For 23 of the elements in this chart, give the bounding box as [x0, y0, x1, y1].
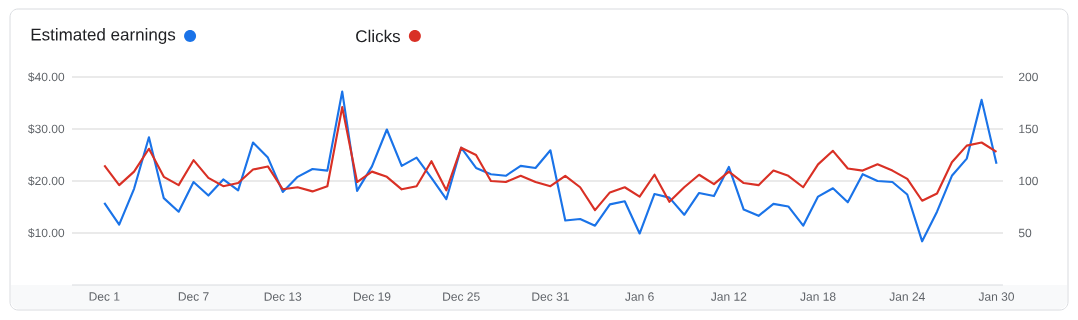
x-tick-label: Dec 13	[264, 292, 302, 301]
x-tick-label: Dec 19	[353, 292, 391, 301]
y2-tick-label: 150	[1019, 124, 1038, 134]
y2-tick-label: 100	[1019, 176, 1038, 186]
legend-label: Clicks	[356, 29, 400, 43]
x-tick-label: Dec 31	[532, 292, 569, 301]
y2-tick-label: 200	[1018, 72, 1038, 82]
x-tick-label: Dec 25	[443, 292, 480, 301]
y-tick-label: $10.00	[28, 228, 65, 238]
y-tick-label: $30.00	[28, 124, 65, 134]
line-series	[103, 106, 998, 212]
x-tick-label: Jan 6	[625, 292, 654, 301]
y2-tick-label: 50	[1018, 228, 1032, 238]
legend-label: Estimated earnings	[31, 28, 176, 44]
x-tick-label: Jan 12	[711, 292, 747, 301]
x-tick-label: Jan 24	[889, 292, 925, 301]
x-tick-label: Jan 18	[800, 292, 836, 301]
x-tick-label: Dec 1	[89, 292, 120, 301]
y-tick-label: $20.00	[28, 176, 65, 186]
line-series	[103, 90, 998, 243]
y-tick-label: $40.00	[28, 72, 65, 82]
x-tick-label: Dec 7	[178, 292, 209, 301]
x-tick-label: Jan 30	[978, 292, 1015, 301]
